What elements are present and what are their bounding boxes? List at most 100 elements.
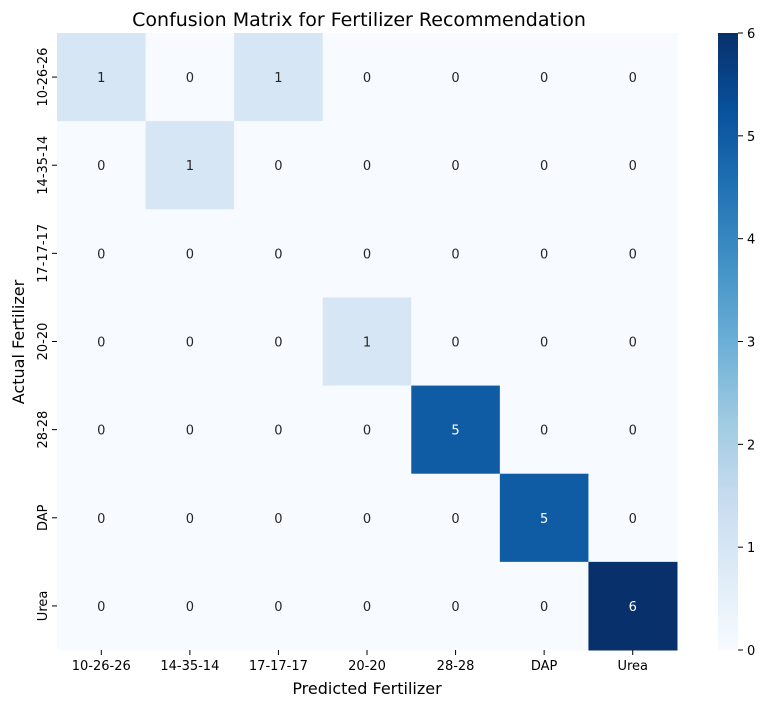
heatmap-cell	[322, 209, 412, 298]
cell-value-label: 0	[363, 247, 371, 262]
colorbar	[718, 33, 738, 650]
cell-value-label: 0	[540, 600, 548, 615]
cell-value-label: 0	[274, 600, 282, 615]
cell-annotations: 1 0 1 0 0 0 0 0 1 0 0 0 0 0 0 0 0 0 0 0 0 0 0 0 1 0 0 0 0 0 0 0 5 0 0 0 0 0 0 0…	[97, 71, 637, 615]
heatmap-cell	[499, 385, 589, 475]
heatmap-cell	[499, 121, 589, 210]
heatmap-cell	[145, 561, 235, 651]
heatmap-cell	[499, 209, 589, 298]
colorbar-tick-label: 3	[747, 336, 755, 351]
cell-value-label: 0	[363, 71, 371, 86]
heatmap-cell	[145, 209, 235, 298]
y-tick-label: 14-35-14	[36, 136, 51, 195]
heatmap-cell	[322, 121, 412, 210]
cell-value-label: 0	[629, 512, 637, 527]
cell-value-label: 0	[363, 512, 371, 527]
cell-value-label: 0	[451, 71, 459, 86]
colorbar-ticks: 0 1 2 3 4 5 6	[738, 27, 755, 659]
heatmap-cell	[322, 473, 412, 563]
cell-value-label: 0	[97, 424, 105, 439]
heatmap-cell	[499, 297, 589, 387]
heatmap-cell	[499, 33, 589, 122]
cell-value-label: 0	[363, 159, 371, 174]
cell-value-label: 0	[274, 159, 282, 174]
y-axis: 10-26-26 14-35-14 17-17-17 20-20 28-28 DAP Ure…	[36, 48, 57, 622]
x-tick-label: 14-35-14	[160, 659, 219, 674]
heatmap-cell	[234, 297, 324, 387]
y-tick-label: 10-26-26	[36, 48, 51, 107]
heatmap-cell	[588, 33, 678, 122]
cell-value-label: 0	[540, 336, 548, 351]
heatmap-cell	[57, 473, 147, 563]
cell-value-label: 1	[186, 159, 194, 174]
heatmap-cell	[499, 561, 589, 651]
x-axis: 10-26-26 14-35-14 17-17-17 20-20 28-28 DAP Ure…	[72, 650, 648, 674]
y-tick-label: Urea	[36, 591, 51, 622]
heatmap-cell	[145, 121, 235, 210]
heatmap-cell	[57, 121, 147, 210]
cell-value-label: 0	[186, 424, 194, 439]
heatmap-cell	[411, 385, 501, 475]
cell-value-label: 1	[363, 336, 371, 351]
heatmap-cell	[411, 33, 501, 122]
y-tick-label: DAP	[36, 504, 51, 531]
cell-value-label: 5	[451, 424, 459, 439]
x-tick-label: Urea	[617, 659, 648, 674]
cell-value-label: 0	[451, 159, 459, 174]
cell-value-label: 0	[451, 600, 459, 615]
y-tick-label: 20-20	[36, 323, 51, 361]
heatmap-cell	[57, 33, 147, 122]
cell-value-label: 1	[97, 71, 105, 86]
cell-value-label: 0	[274, 336, 282, 351]
heatmap-cell	[234, 385, 324, 475]
cell-value-label: 0	[629, 424, 637, 439]
colorbar-tick-label: 5	[747, 130, 755, 145]
y-tick-label: 28-28	[36, 411, 51, 449]
colorbar-tick-label: 0	[747, 644, 755, 659]
colorbar-tick-label: 4	[747, 233, 755, 248]
cell-value-label: 0	[274, 512, 282, 527]
heatmap-cell	[411, 297, 501, 387]
cell-value-label: 0	[97, 600, 105, 615]
x-tick-label: DAP	[531, 659, 558, 674]
cell-value-label: 5	[540, 512, 548, 527]
cell-value-label: 0	[186, 512, 194, 527]
heatmap-cell	[145, 33, 235, 122]
cell-value-label: 0	[451, 512, 459, 527]
x-axis-label: Predicted Fertilizer	[292, 679, 442, 698]
cell-value-label: 0	[540, 247, 548, 262]
x-tick-label: 20-20	[348, 659, 386, 674]
heatmap-cell	[322, 561, 412, 651]
cell-value-label: 6	[629, 600, 637, 615]
y-tick-label: 17-17-17	[36, 224, 51, 283]
colorbar-tick-label: 2	[747, 438, 755, 453]
chart-title: Confusion Matrix for Fertilizer Recommen…	[132, 9, 586, 31]
heatmap-cell	[499, 473, 589, 563]
heatmap-cell	[145, 297, 235, 387]
heatmap-cell	[588, 473, 678, 563]
heatmap-cell	[322, 385, 412, 475]
cell-value-label: 0	[629, 71, 637, 86]
heatmap-cell	[411, 121, 501, 210]
heatmap-cells	[57, 33, 678, 651]
heatmap-cell	[588, 209, 678, 298]
heatmap-cell	[234, 561, 324, 651]
cell-value-label: 0	[186, 600, 194, 615]
cell-value-label: 0	[186, 71, 194, 86]
cell-value-label: 0	[540, 424, 548, 439]
cell-value-label: 0	[186, 247, 194, 262]
heatmap-cell	[322, 297, 412, 387]
heatmap-cell	[57, 385, 147, 475]
cell-value-label: 1	[274, 71, 282, 86]
heatmap-cell	[234, 209, 324, 298]
cell-value-label: 0	[97, 159, 105, 174]
heatmap-cell	[145, 473, 235, 563]
heatmap-cell	[411, 561, 501, 651]
heatmap-cell	[588, 385, 678, 475]
cell-value-label: 0	[363, 600, 371, 615]
cell-value-label: 0	[97, 247, 105, 262]
heatmap-cell	[588, 561, 678, 651]
heatmap-cell	[57, 209, 147, 298]
cell-value-label: 0	[363, 424, 371, 439]
